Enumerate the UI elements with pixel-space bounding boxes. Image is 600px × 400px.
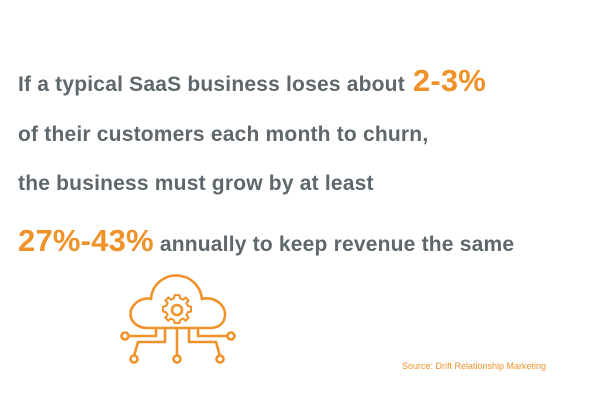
network-lines	[126, 326, 230, 358]
statement-line-4-text: annually to keep revenue the same	[159, 233, 515, 256]
cloud-outline	[129, 274, 227, 330]
network-nodes	[120, 331, 236, 364]
cloud-gear-network-icon	[120, 274, 236, 364]
statement-line-1-text: If a typical SaaS business loses about	[18, 73, 405, 96]
statement-line-1: If a typical SaaS business loses about 2-…	[18, 63, 486, 99]
statement-line-4: 27%-43% annually to keep revenue the same	[18, 223, 514, 259]
growth-rate-highlight: 27%-43%	[18, 223, 154, 258]
gear-icon	[161, 294, 193, 325]
statement-line-3: the business must grow by at least	[18, 172, 374, 195]
statement-line-2: of their customers each month to churn,	[18, 123, 429, 146]
source-citation: Source: Drift Relationship Marketing	[402, 361, 547, 371]
churn-rate-highlight: 2-3%	[412, 63, 487, 98]
